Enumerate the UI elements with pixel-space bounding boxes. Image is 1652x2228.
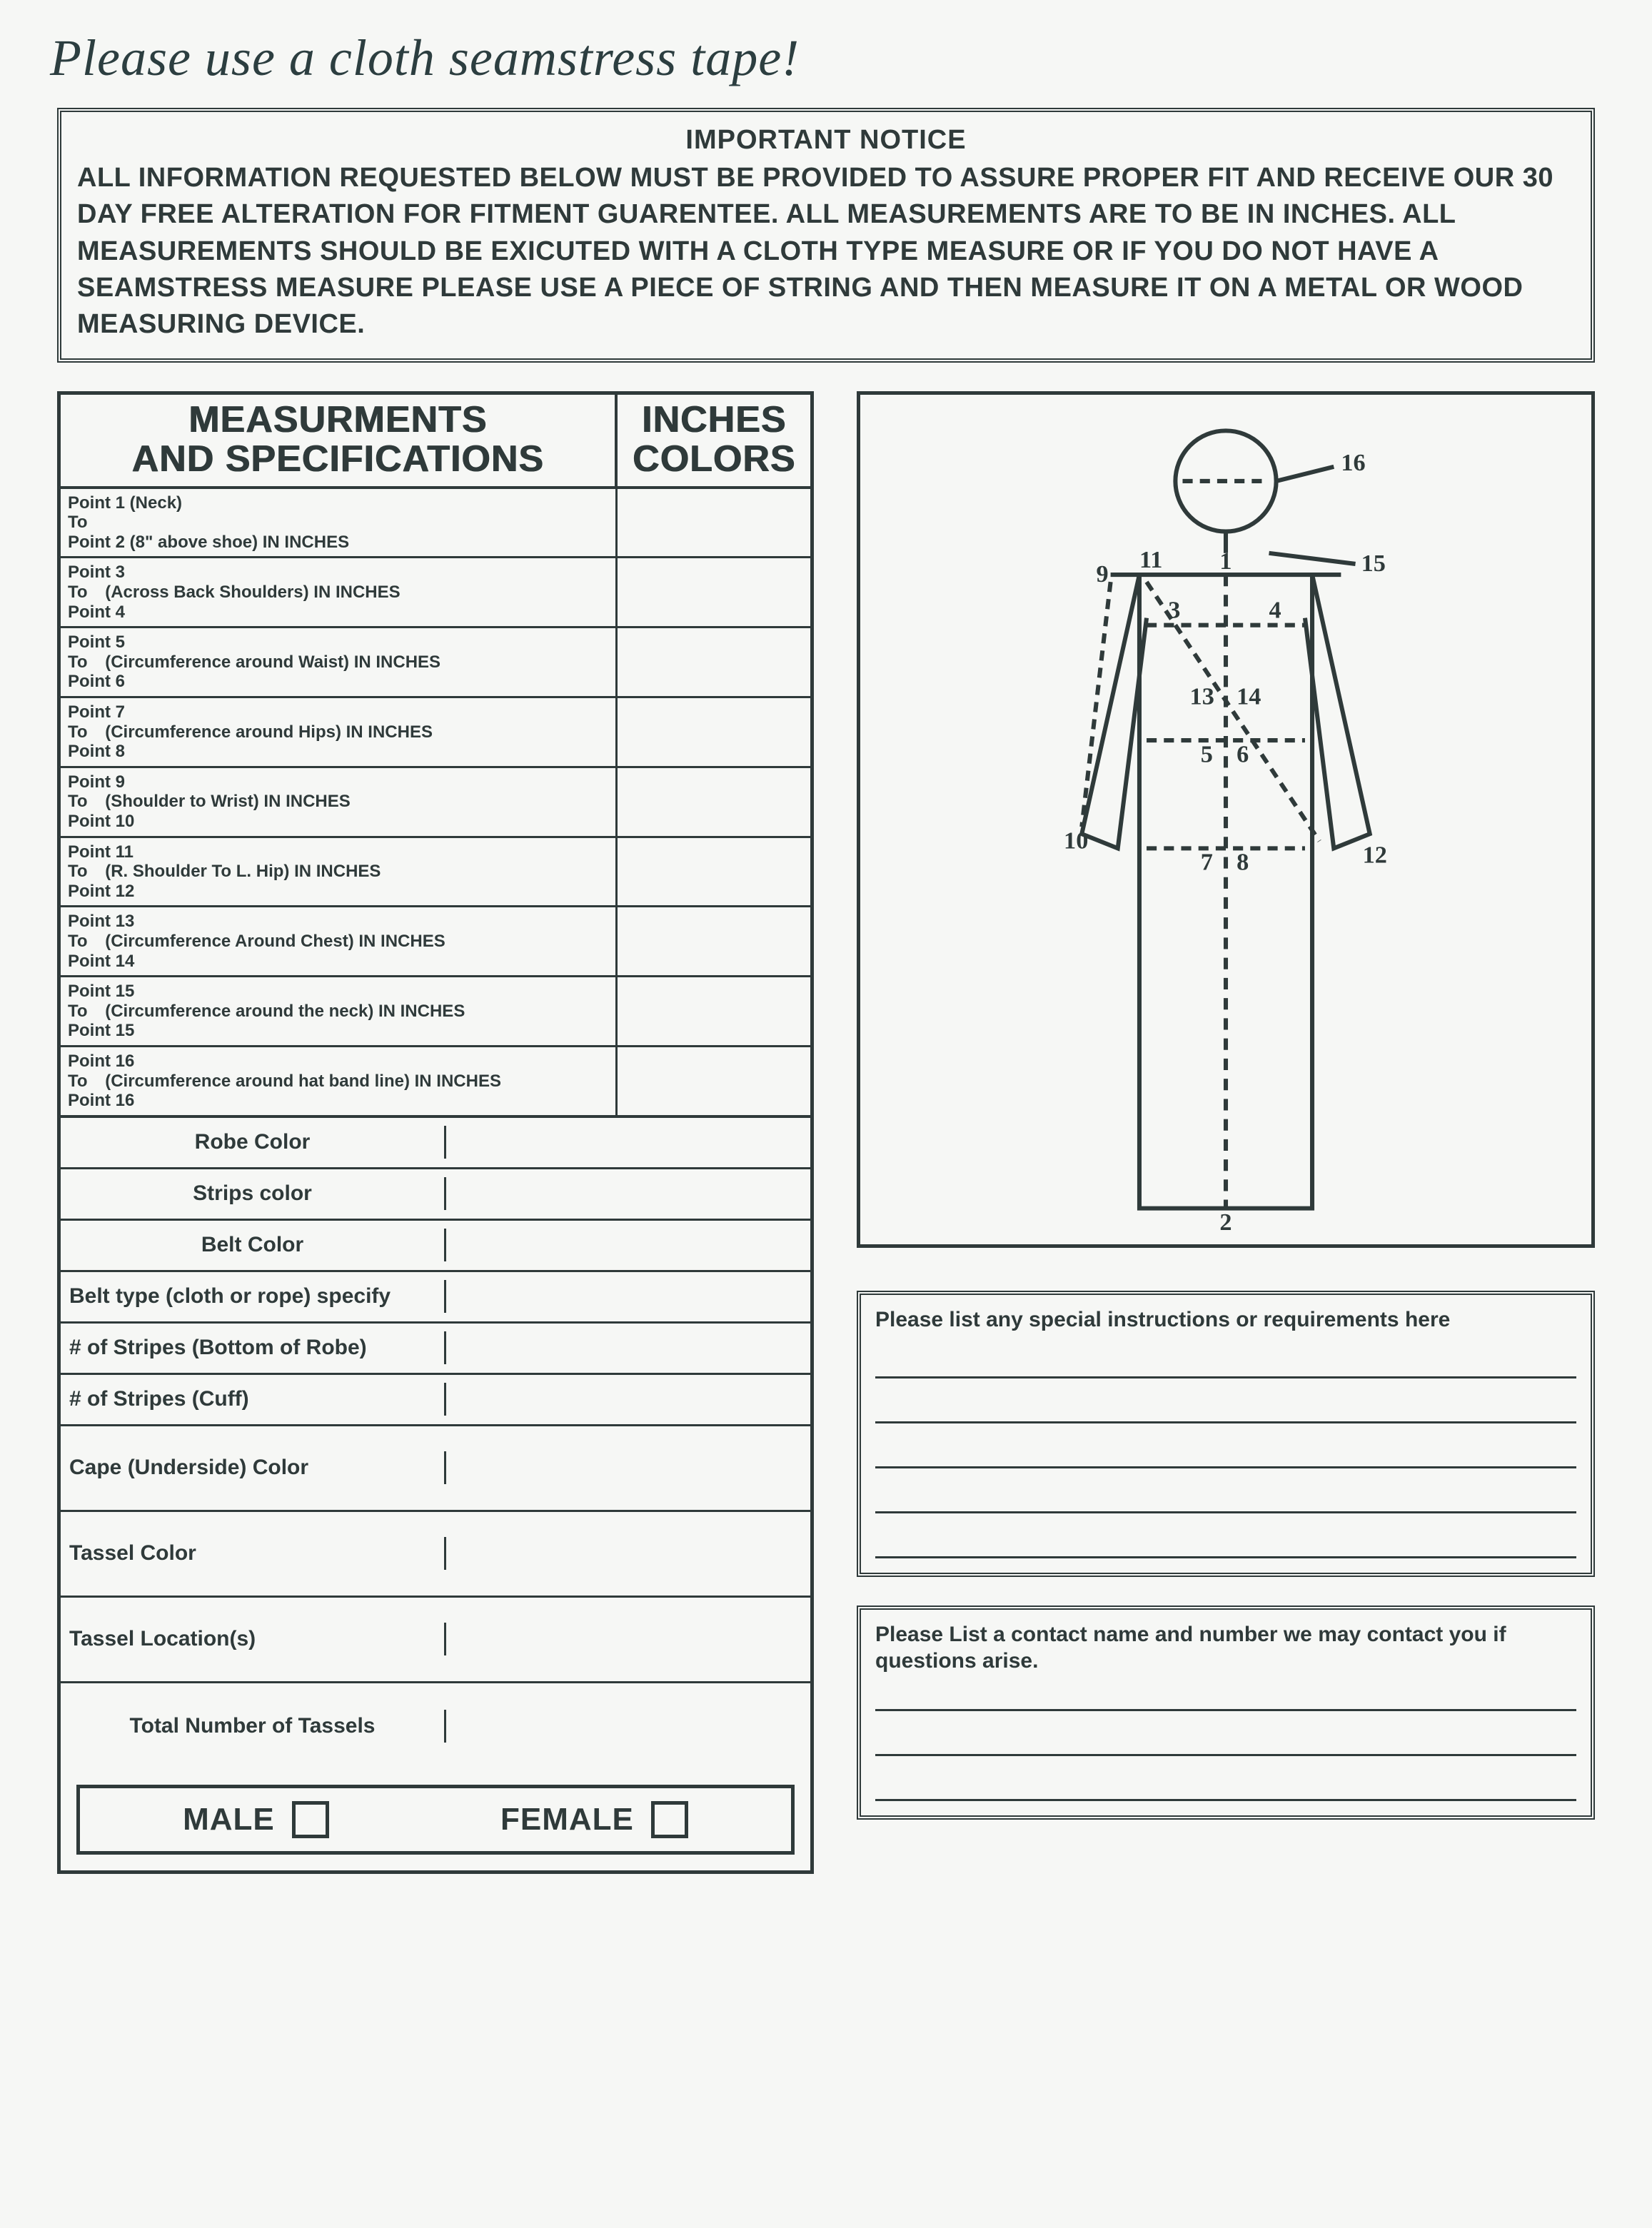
measurement-value[interactable] [618, 768, 810, 836]
diagram-label-15: 15 [1361, 550, 1386, 578]
measurement-row: Point 15To (Circumference around the nec… [61, 977, 810, 1047]
gender-selection: MALE FEMALE [76, 1785, 795, 1855]
diagram-label-10: 10 [1064, 827, 1088, 855]
spec-row: Belt Color [61, 1221, 810, 1272]
measurement-value[interactable] [618, 838, 810, 906]
diagram-label-14: 14 [1237, 683, 1261, 710]
diagram-label-7: 7 [1201, 849, 1213, 876]
gender-male-checkbox[interactable] [292, 1801, 329, 1838]
gender-female-checkbox[interactable] [651, 1801, 688, 1838]
measurement-row: Point 7To (Circumference around Hips) IN… [61, 698, 810, 768]
measurement-value[interactable] [618, 558, 810, 626]
diagram-label-12: 12 [1363, 842, 1387, 869]
contact-box: Please List a contact name and number we… [857, 1606, 1595, 1820]
measurement-label: Point 11To (R. Shoulder To L. Hip) IN IN… [61, 838, 618, 906]
spec-row: # of Stripes (Bottom of Robe) [61, 1324, 810, 1375]
spec-label: Strips color [61, 1177, 446, 1210]
spec-label: Belt type (cloth or rope) specify [61, 1280, 446, 1313]
diagram-label-11: 11 [1139, 546, 1162, 573]
spec-label: # of Stripes (Cuff) [61, 1383, 446, 1416]
diagram-label-9: 9 [1096, 561, 1108, 588]
spec-label: Tassel Color [61, 1537, 446, 1570]
body-diagram: 1 2 3 4 5 6 7 8 9 10 11 12 13 14 15 16 [857, 391, 1595, 1248]
measurement-row: Point 3To (Across Back Shoulders) IN INC… [61, 558, 810, 628]
measurement-label: Point 1 (Neck)ToPoint 2 (8" above shoe) … [61, 489, 618, 557]
measurements-header-row: MEASURMENTS AND SPECIFICATIONS INCHES CO… [61, 395, 810, 488]
spec-label: # of Stripes (Bottom of Robe) [61, 1331, 446, 1364]
spec-row: Tassel Location(s) [61, 1598, 810, 1683]
spec-row: Robe Color [61, 1118, 810, 1169]
diagram-label-5: 5 [1201, 741, 1213, 768]
notice-body: ALL INFORMATION REQUESTED BELOW MUST BE … [77, 160, 1575, 343]
spec-label: Robe Color [61, 1126, 446, 1159]
measurement-label: Point 3To (Across Back Shoulders) IN INC… [61, 558, 618, 626]
spec-row: Strips color [61, 1169, 810, 1221]
handwritten-note: Please use a cloth seamstress tape! [50, 29, 1609, 88]
header-colors: COLORS [622, 440, 806, 479]
measurement-value[interactable] [618, 698, 810, 766]
spec-label: Total Number of Tassels [61, 1710, 446, 1743]
spec-label: Belt Color [61, 1229, 446, 1261]
instructions-line[interactable] [875, 1511, 1576, 1513]
spec-row: # of Stripes (Cuff) [61, 1375, 810, 1426]
measurement-row: Point 13To (Circumference Around Chest) … [61, 907, 810, 977]
instructions-line[interactable] [875, 1556, 1576, 1558]
measurement-row: Point 11To (R. Shoulder To L. Hip) IN IN… [61, 838, 810, 908]
measurement-row: Point 5To (Circumference around Waist) I… [61, 628, 810, 698]
instructions-line[interactable] [875, 1376, 1576, 1378]
measurement-value[interactable] [618, 907, 810, 975]
header-measurements-line2: AND SPECIFICATIONS [65, 440, 610, 479]
header-measurements-line1: MEASURMENTS [65, 400, 610, 440]
measurement-value[interactable] [618, 977, 810, 1045]
instructions-line[interactable] [875, 1421, 1576, 1423]
important-notice-box: IMPORTANT NOTICE ALL INFORMATION REQUEST… [57, 108, 1595, 363]
header-inches: INCHES [622, 400, 806, 440]
diagram-label-2: 2 [1219, 1209, 1232, 1236]
contact-title: Please List a contact name and number we… [875, 1621, 1576, 1675]
diagram-label-8: 8 [1237, 849, 1249, 876]
contact-line[interactable] [875, 1754, 1576, 1756]
contact-line[interactable] [875, 1799, 1576, 1801]
measurement-label: Point 5To (Circumference around Waist) I… [61, 628, 618, 696]
contact-line[interactable] [875, 1709, 1576, 1711]
notice-title: IMPORTANT NOTICE [77, 125, 1575, 156]
diagram-label-6: 6 [1237, 741, 1249, 768]
measurement-label: Point 15To (Circumference around the nec… [61, 977, 618, 1045]
spec-label: Cape (Underside) Color [61, 1451, 446, 1484]
measurement-label: Point 7To (Circumference around Hips) IN… [61, 698, 618, 766]
diagram-label-1: 1 [1219, 548, 1232, 575]
measurement-row: Point 16To (Circumference around hat ban… [61, 1047, 810, 1115]
gender-male-label: MALE [183, 1802, 275, 1838]
measurement-row: Point 1 (Neck)ToPoint 2 (8" above shoe) … [61, 489, 810, 559]
spec-row: Belt type (cloth or rope) specify [61, 1272, 810, 1324]
diagram-label-3: 3 [1168, 597, 1180, 624]
measurement-label: Point 16To (Circumference around hat ban… [61, 1047, 618, 1115]
diagram-label-16: 16 [1341, 449, 1365, 476]
measurement-value[interactable] [618, 1047, 810, 1115]
spec-row: Cape (Underside) Color [61, 1426, 810, 1512]
measurement-label: Point 9To (Shoulder to Wrist) IN INCHESP… [61, 768, 618, 836]
special-instructions-box: Please list any special instructions or … [857, 1291, 1595, 1577]
spec-row: Total Number of Tassels [61, 1683, 810, 1769]
measurements-table: MEASURMENTS AND SPECIFICATIONS INCHES CO… [57, 391, 814, 1873]
instructions-line[interactable] [875, 1466, 1576, 1468]
measurement-label: Point 13To (Circumference Around Chest) … [61, 907, 618, 975]
gender-female-label: FEMALE [500, 1802, 634, 1838]
spec-row: Tassel Color [61, 1512, 810, 1598]
measurement-row: Point 9To (Shoulder to Wrist) IN INCHESP… [61, 768, 810, 838]
diagram-label-13: 13 [1190, 683, 1214, 710]
measurement-value[interactable] [618, 628, 810, 696]
spec-label: Tassel Location(s) [61, 1623, 446, 1655]
diagram-label-4: 4 [1269, 597, 1281, 624]
special-instructions-title: Please list any special instructions or … [875, 1306, 1576, 1334]
measurement-value[interactable] [618, 489, 810, 557]
